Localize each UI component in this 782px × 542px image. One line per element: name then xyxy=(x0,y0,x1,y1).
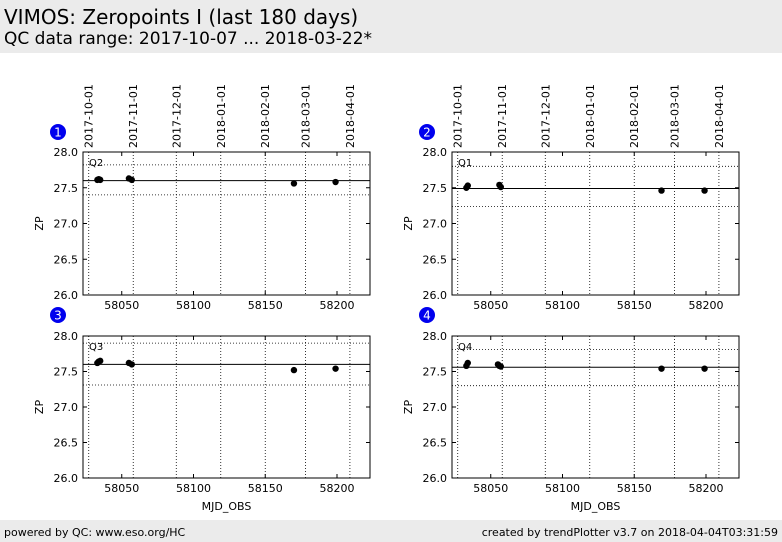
date-tick-label: 2017-12-01 xyxy=(170,84,183,148)
data-point xyxy=(332,178,339,186)
y-tick-label: 26.5 xyxy=(54,253,79,266)
chart-panel-4: 26.0 26.5 27.0 27.5 28.0 58050 58100 58150 58200… xyxy=(402,307,740,513)
y-axis-label: ZP xyxy=(33,400,46,415)
data-point xyxy=(290,366,298,374)
x-tick-label: 58100 xyxy=(545,482,580,495)
x-axis-label: MJD_OBS xyxy=(571,500,621,513)
y-axis-label: ZP xyxy=(402,216,415,231)
footer-generator: created by trendPlotter v3.7 on 2018-04-… xyxy=(481,526,778,539)
date-tick-label: 2017-12-01 xyxy=(539,84,552,148)
x-tick-label: 58050 xyxy=(104,482,139,495)
date-tick-label: 2018-03-01 xyxy=(668,84,681,148)
data-point xyxy=(701,365,708,372)
data-point xyxy=(658,187,665,194)
y-tick-label: 27.0 xyxy=(423,218,448,231)
plot-background xyxy=(83,152,370,295)
x-tick-label: 58150 xyxy=(617,482,652,495)
data-point xyxy=(497,363,504,370)
y-tick-label: 28.0 xyxy=(54,330,79,343)
y-tick-label: 26.0 xyxy=(54,289,79,302)
y-tick-label: 26.0 xyxy=(423,472,448,485)
plot-background xyxy=(452,336,739,478)
date-tick-label: 2017-10-01 xyxy=(83,84,96,148)
panel-number-badge xyxy=(419,307,435,323)
y-tick-label: 27.0 xyxy=(54,218,79,231)
x-tick-label: 58050 xyxy=(104,299,139,312)
x-tick-label: 58200 xyxy=(319,482,354,495)
quadrant-label: Q3 xyxy=(89,342,103,353)
date-tick-label: 2018-04-01 xyxy=(713,84,726,148)
date-tick-label: 2018-01-01 xyxy=(584,84,597,148)
data-point xyxy=(497,183,504,191)
data-point xyxy=(701,187,708,194)
data-point xyxy=(97,357,104,365)
plots-area: 26.0 26.5 27.0 27.5 28.0 58050 58100 58150 58200… xyxy=(33,84,740,513)
x-tick-label: 58050 xyxy=(473,299,508,312)
header-bar: VIMOS: Zeropoints I (last 180 days) QC d… xyxy=(0,0,782,53)
y-tick-label: 27.5 xyxy=(423,366,448,379)
chart-panel-3: 26.0 26.5 27.0 27.5 28.0 58050 58100 58150 58200… xyxy=(33,307,371,513)
panel-number-label: 2 xyxy=(423,126,431,140)
date-tick-label: 2017-10-01 xyxy=(452,84,465,148)
y-tick-label: 28.0 xyxy=(423,330,448,343)
panel-number-label: 4 xyxy=(423,309,431,323)
data-point xyxy=(290,180,298,187)
y-axis-label: ZP xyxy=(33,216,46,231)
panel-number-label: 1 xyxy=(54,126,62,140)
page-subtitle: QC data range: 2017-10-07 ... 2018-03-22… xyxy=(4,29,373,49)
x-tick-label: 58200 xyxy=(688,299,723,312)
x-axis-label: MJD_OBS xyxy=(202,500,252,513)
panel-number-badge xyxy=(50,307,66,323)
y-tick-label: 27.0 xyxy=(54,401,79,414)
y-tick-label: 28.0 xyxy=(423,146,448,159)
plot-background xyxy=(83,336,370,478)
footer-credit: powered by QC: www.eso.org/HC xyxy=(4,526,186,539)
y-tick-label: 26.0 xyxy=(423,289,448,302)
quadrant-label: Q4 xyxy=(458,342,472,353)
y-tick-label: 26.5 xyxy=(423,253,448,266)
date-tick-label: 2018-02-01 xyxy=(259,84,272,148)
y-tick-label: 27.5 xyxy=(54,182,79,195)
x-tick-label: 58150 xyxy=(617,299,652,312)
plot-background xyxy=(452,152,739,295)
data-point xyxy=(97,176,104,184)
x-tick-label: 58100 xyxy=(176,299,211,312)
data-point xyxy=(464,359,471,367)
y-tick-label: 27.5 xyxy=(54,366,79,379)
data-point xyxy=(128,361,135,368)
data-point xyxy=(332,365,339,372)
chart-panel-2: 26.0 26.5 27.0 27.5 28.0 58050 58100 58150 58200… xyxy=(402,84,740,312)
x-tick-label: 58050 xyxy=(473,482,508,495)
footer-bar: powered by QC: www.eso.org/HC created by… xyxy=(0,520,782,542)
x-tick-label: 58200 xyxy=(319,299,354,312)
x-tick-label: 58150 xyxy=(248,482,283,495)
y-tick-label: 28.0 xyxy=(54,146,79,159)
chart-panel-1: 26.0 26.5 27.0 27.5 28.0 58050 58100 58150 58200… xyxy=(33,84,371,312)
y-tick-label: 26.5 xyxy=(423,437,448,450)
x-tick-label: 58100 xyxy=(545,299,580,312)
date-tick-label: 2018-04-01 xyxy=(344,84,357,148)
date-tick-label: 2017-11-01 xyxy=(496,84,509,148)
data-point xyxy=(658,365,665,372)
x-tick-label: 58150 xyxy=(248,299,283,312)
page-title: VIMOS: Zeropoints I (last 180 days) xyxy=(4,5,359,29)
x-tick-label: 58100 xyxy=(176,482,211,495)
data-point xyxy=(464,182,471,189)
y-tick-label: 26.5 xyxy=(54,437,79,450)
date-tick-label: 2017-11-01 xyxy=(127,84,140,148)
x-tick-label: 58200 xyxy=(688,482,723,495)
date-tick-label: 2018-02-01 xyxy=(628,84,641,148)
panel-number-badge xyxy=(50,124,66,140)
date-tick-label: 2018-01-01 xyxy=(215,84,228,148)
quadrant-label: Q1 xyxy=(458,158,472,169)
panel-number-badge xyxy=(419,124,435,140)
y-tick-label: 27.0 xyxy=(423,401,448,414)
y-tick-label: 26.0 xyxy=(54,472,79,485)
panel-number-label: 3 xyxy=(54,309,62,323)
date-tick-label: 2018-03-01 xyxy=(299,84,312,148)
y-tick-label: 27.5 xyxy=(423,182,448,195)
y-axis-label: ZP xyxy=(402,400,415,415)
data-point xyxy=(128,176,135,184)
quadrant-label: Q2 xyxy=(89,158,103,169)
